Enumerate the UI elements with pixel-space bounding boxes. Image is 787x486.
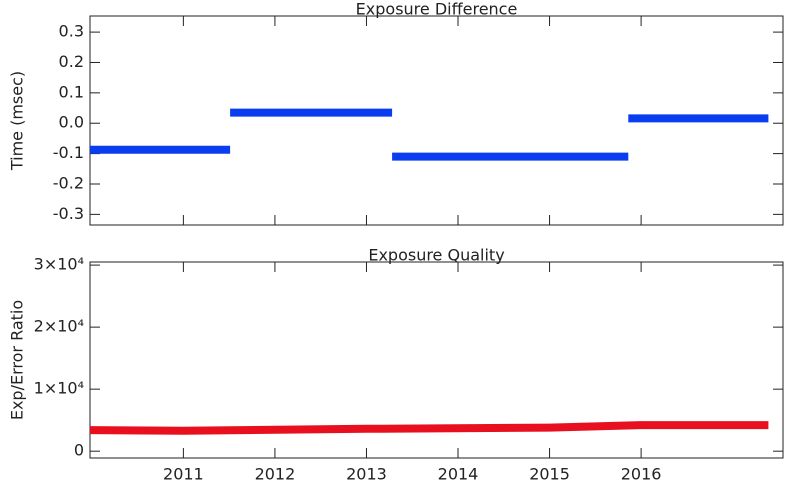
x-tick-label: 2015 (529, 465, 570, 484)
y-tick-label: 0.0 (59, 113, 84, 132)
y-tick-label: 0.1 (59, 82, 84, 101)
y-tick-label: -0.1 (53, 143, 84, 162)
data-band (90, 108, 769, 161)
plot-frame (89, 15, 784, 226)
y-tick-label: 0.3 (59, 22, 84, 41)
y-tick-label: 1×10⁴ (34, 379, 84, 398)
y-tick-label: 0.2 (59, 52, 84, 71)
x-tick-label: 2011 (163, 465, 204, 484)
y-tick-label: 3×10⁴ (34, 255, 84, 274)
panel-title: Exposure Quality (368, 246, 504, 265)
x-tick-label: 2016 (621, 465, 662, 484)
y-axis-label: Exp/Error Ratio (8, 300, 27, 420)
plot-frame (89, 261, 784, 459)
y-tick-label: -0.3 (53, 204, 84, 223)
x-tick-label: 2013 (346, 465, 387, 484)
y-axis-label: Time (msec) (8, 71, 27, 171)
x-tick-label: 2014 (438, 465, 479, 484)
data-band (89, 421, 769, 435)
y-tick-label: -0.2 (53, 173, 84, 192)
x-tick-label: 2012 (255, 465, 296, 484)
panel-title: Exposure Difference (356, 0, 518, 19)
y-tick-label: 2×10⁴ (34, 317, 84, 336)
y-tick-label: 0 (74, 441, 84, 460)
